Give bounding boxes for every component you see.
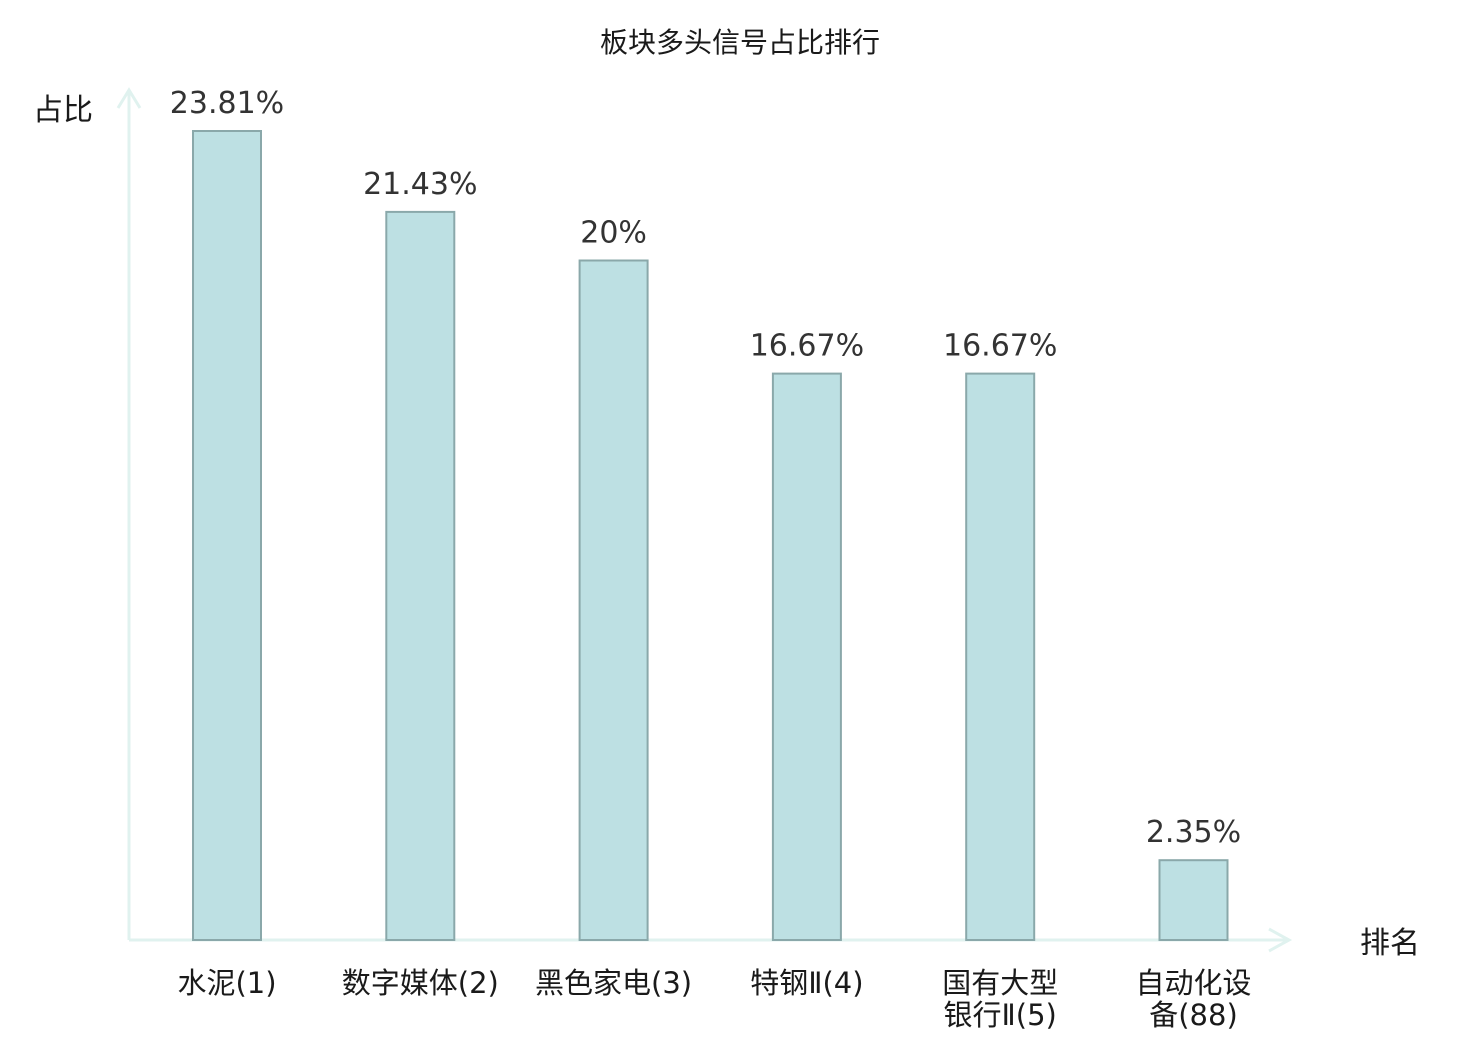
value-label-5: 16.67% — [943, 329, 1057, 364]
bar-1 — [192, 130, 262, 941]
category-label-6-line-2: 备(88) — [1149, 998, 1238, 1032]
bars-group — [192, 130, 1229, 942]
bar-6 — [1158, 859, 1229, 942]
value-label-1: 23.81% — [170, 86, 284, 121]
value-label-2: 21.43% — [363, 167, 477, 202]
y-axis-title: 占比 — [33, 93, 93, 128]
value-label-3: 20% — [580, 216, 647, 251]
category-label-5-line-1: 国有大型 — [942, 966, 1058, 1000]
value-label-6: 2.35% — [1146, 815, 1241, 850]
value-labels-group: 23.81% 21.43% 20% 16.67% 16.67% 2.35% — [170, 86, 1241, 850]
y-axis-arrow — [116, 87, 142, 109]
bar-5 — [965, 372, 1036, 942]
category-label-2: 数字媒体(2) — [342, 966, 499, 1000]
category-label-1: 水泥(1) — [177, 966, 276, 1000]
x-axis-title: 排名 — [1360, 926, 1420, 961]
category-label-3: 黑色家电(3) — [535, 966, 692, 1000]
category-label-6-line-1: 自动化设 — [1135, 966, 1251, 1000]
category-label-5-line-2: 银行Ⅱ(5) — [944, 998, 1057, 1032]
bar-4 — [771, 372, 842, 942]
bar-3 — [578, 259, 649, 941]
chart-title: 板块多头信号占比排行 — [600, 26, 880, 59]
value-label-4: 16.67% — [750, 329, 864, 364]
bar-2 — [385, 210, 456, 941]
category-label-4: 特钢Ⅱ(4) — [750, 966, 863, 1000]
x-axis-arrow — [1268, 927, 1293, 953]
